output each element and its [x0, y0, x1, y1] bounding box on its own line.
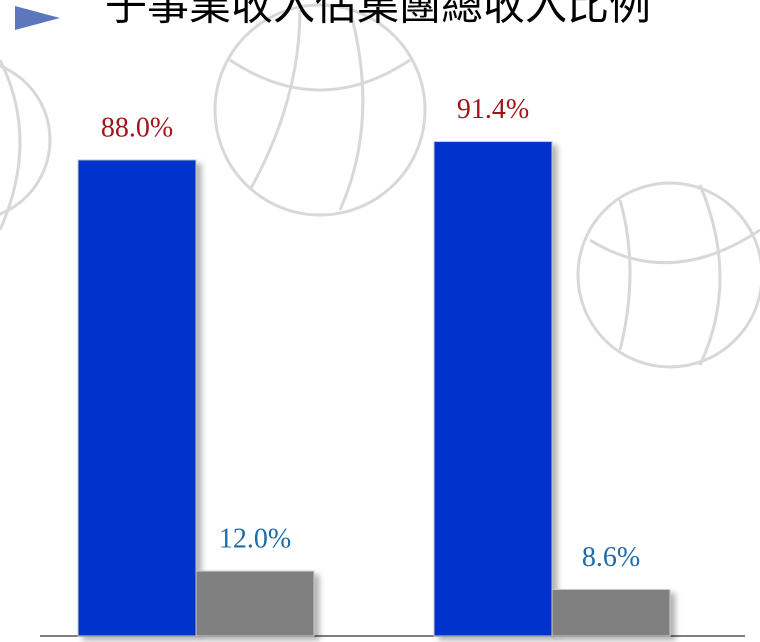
value-label: 8.6%	[582, 542, 640, 573]
value-label: 88.0%	[101, 112, 173, 143]
background-decoration	[0, 3, 760, 369]
bar	[433, 141, 553, 637]
value-label: 12.0%	[219, 524, 291, 555]
bar	[77, 159, 197, 637]
bar	[195, 570, 315, 637]
bar	[551, 588, 671, 637]
chart-title: 子事業收入佔集團總收入比例	[105, 0, 651, 30]
value-label: 91.4%	[457, 94, 529, 125]
